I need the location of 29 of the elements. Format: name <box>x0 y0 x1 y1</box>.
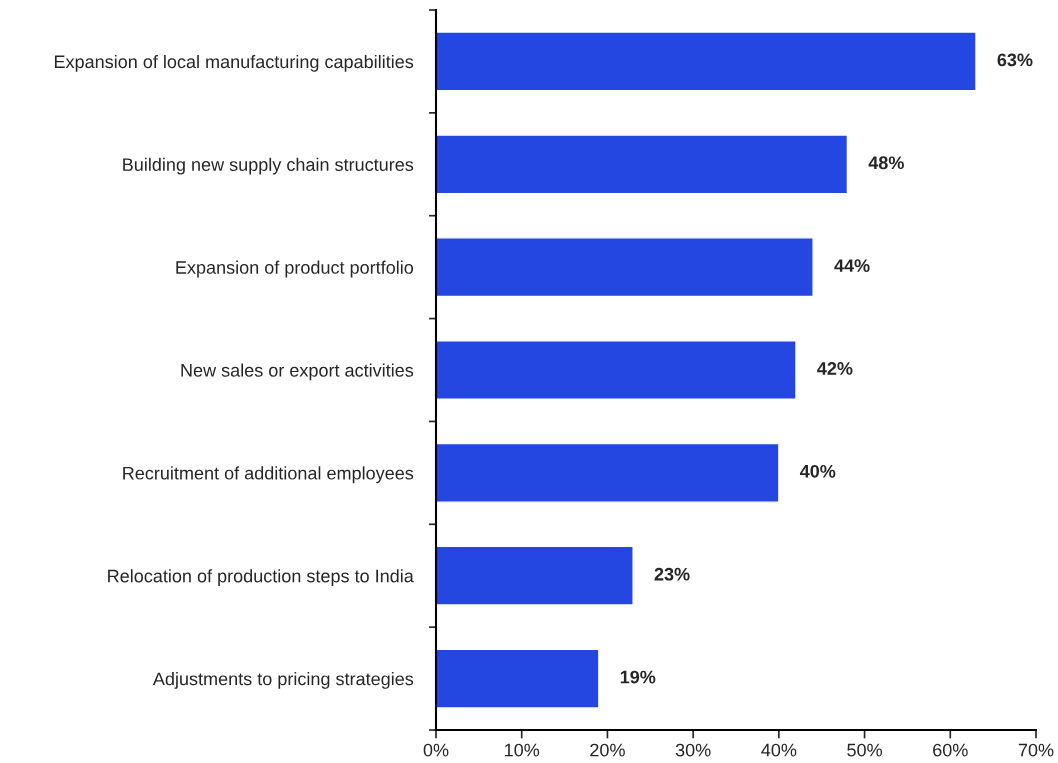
data-label: 23% <box>654 567 690 581</box>
y-tick-label: Adjustments to pricing strategies <box>152 672 414 689</box>
y-tick-label: Expansion of local manufacturing capabilities <box>54 54 414 72</box>
x-tick-label: 30% <box>675 743 711 757</box>
bar <box>436 339 797 401</box>
data-label: 40% <box>799 464 836 478</box>
bar <box>436 545 634 606</box>
x-tick-label: 60% <box>933 743 968 757</box>
data-label: 42% <box>817 362 853 375</box>
data-label: 19% <box>620 670 656 684</box>
bar <box>436 442 780 503</box>
y-tick-label: Expansion of product portfolio <box>176 260 414 278</box>
y-tick-label: Recruitment of additional employees <box>123 466 414 484</box>
bar <box>436 648 600 709</box>
x-tick-label: 20% <box>590 743 625 757</box>
data-label: 63% <box>997 53 1033 67</box>
y-tick-label: New sales or export activities <box>181 363 414 381</box>
bar <box>436 134 849 195</box>
x-tick-label: 40% <box>761 743 797 757</box>
x-tick-label: 10% <box>505 743 540 757</box>
y-tick-label: Building new supply chain structures <box>123 157 414 175</box>
y-tick-label: Relocation of production steps to India <box>108 569 414 586</box>
data-label: 44% <box>834 259 870 272</box>
bar <box>436 237 814 298</box>
x-tick-label: 70% <box>1018 743 1054 757</box>
bar <box>436 31 977 92</box>
x-tick-label: 0% <box>423 743 449 757</box>
x-tick-label: 50% <box>847 743 882 757</box>
data-label: 48% <box>868 156 904 170</box>
